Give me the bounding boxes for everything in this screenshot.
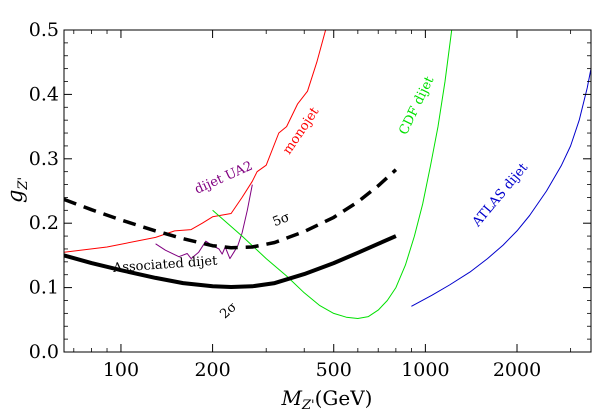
y-tick-label: 0.0: [29, 341, 59, 363]
y-tick-label: 0.1: [29, 277, 59, 299]
annotation-5: Associated dijet: [111, 254, 218, 276]
annotation-2: CDF dijet: [396, 73, 437, 137]
y-axis-title: gZ': [3, 177, 31, 203]
y-tick-label: 0.4: [29, 83, 59, 105]
y-tick-label: 0.2: [29, 212, 59, 234]
annotation-6: 2σ: [217, 299, 240, 322]
annotation-4: 5σ: [271, 210, 293, 230]
x-axis-title: MZ'(GeV): [281, 386, 373, 413]
annotation-3: ATLAS dijet: [469, 160, 532, 231]
ticks-layer: 100 200 500 1000 2000 0.0 0.1 0.2 0.3 0.4 0.5: [29, 19, 591, 381]
series-line-3: [411, 68, 591, 307]
y-tick-label: 0.3: [29, 148, 59, 170]
x-tick-label: 200: [194, 359, 230, 381]
series-line-0: [64, 30, 327, 253]
x-tick-label: 2000: [493, 359, 541, 381]
x-tick-label: 1000: [401, 359, 449, 381]
series-line-5: [64, 234, 397, 289]
series-line-4: [64, 168, 398, 250]
plot-frame: [63, 29, 592, 353]
x-tick-label: 500: [316, 359, 352, 381]
series-layer: [64, 30, 591, 319]
x-tick-label: 100: [103, 359, 139, 381]
annotation-0: monojet: [280, 104, 323, 157]
y-tick-label: 0.5: [29, 19, 59, 41]
